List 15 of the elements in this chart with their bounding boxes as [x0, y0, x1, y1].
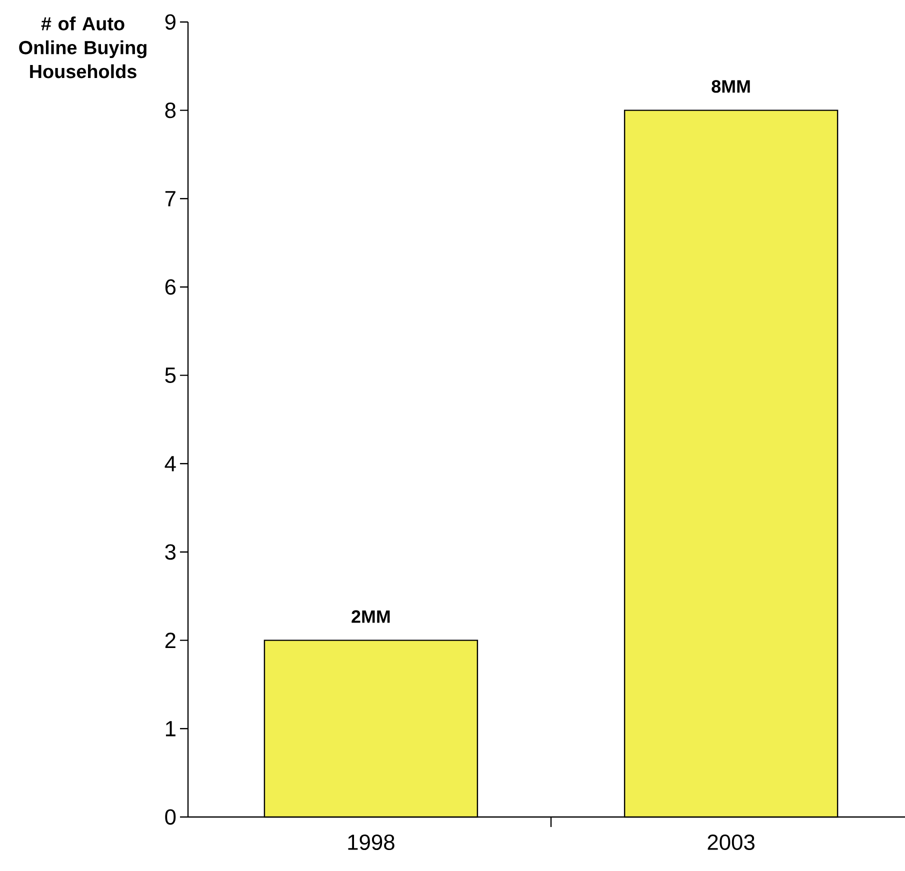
x-tick-label: 2003 [708, 834, 754, 850]
data-label: 2MM [352, 610, 390, 623]
y-tick-label: 8 [165, 102, 176, 118]
x-tick-label: 1998 [348, 834, 394, 850]
y-axis-title: # of Auto Online Buying Households [19, 16, 146, 78]
y-tick-label: 6 [165, 279, 176, 295]
y-tick-label: 9 [165, 14, 176, 30]
y-tick-label: 1 [166, 721, 176, 736]
y-tick-label: 0 [165, 809, 176, 825]
y-tick-label: 2 [165, 632, 176, 648]
data-label: 8MM [712, 80, 750, 93]
y-tick-label: 5 [165, 368, 176, 383]
y-tick-label: 4 [164, 456, 176, 472]
y-tick-label: 7 [165, 191, 176, 206]
y-tick-label: 3 [165, 544, 176, 560]
